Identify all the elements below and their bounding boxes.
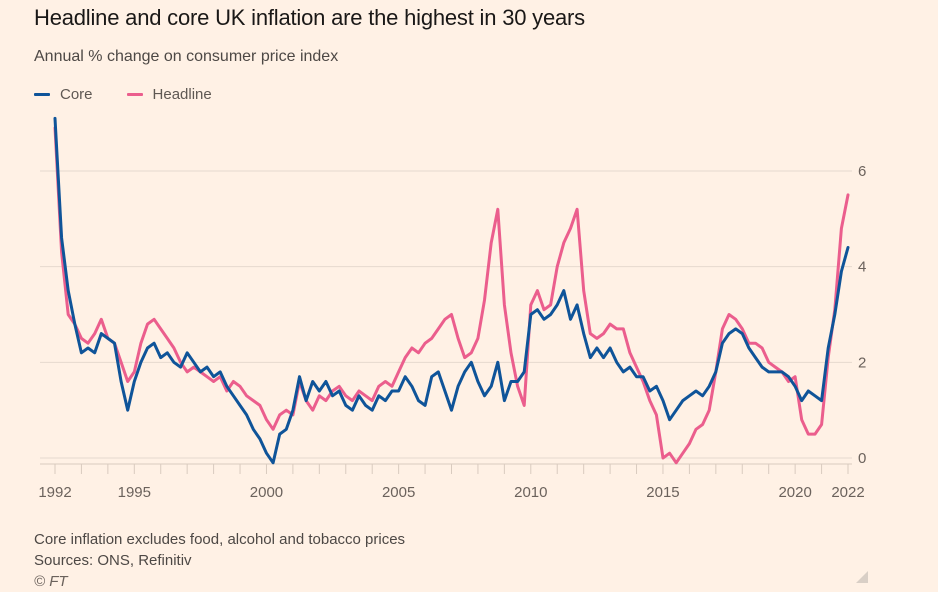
chart-subtitle: Annual % change on consumer price index bbox=[34, 48, 339, 65]
legend-label-core: Core bbox=[60, 86, 93, 103]
sources: Sources: ONS, Refinitiv bbox=[34, 552, 192, 569]
legend-item-headline: Headline bbox=[126, 86, 212, 103]
x-tick-label: 2010 bbox=[514, 484, 547, 501]
x-tick-label: 1995 bbox=[118, 484, 151, 501]
legend-swatch-headline bbox=[126, 93, 143, 96]
x-tick-label: 2020 bbox=[778, 484, 811, 501]
x-tick-label: 1992 bbox=[38, 484, 71, 501]
legend-item-core: Core bbox=[34, 86, 93, 103]
footnote: Core inflation excludes food, alcohol an… bbox=[34, 531, 406, 548]
legend-label-headline: Headline bbox=[152, 86, 212, 103]
y-tick-label: 0 bbox=[858, 450, 866, 467]
x-tick-label: 2000 bbox=[250, 484, 283, 501]
y-tick-label: 4 bbox=[858, 259, 866, 276]
x-tick-label: 2005 bbox=[382, 484, 415, 501]
resize-grip-icon[interactable] bbox=[856, 571, 868, 583]
legend-swatch-core bbox=[34, 93, 50, 96]
legend: Core Headline bbox=[34, 86, 212, 103]
copyright: © FT bbox=[34, 573, 68, 590]
series-line-core bbox=[53, 116, 850, 465]
x-tick-label: 2022 bbox=[831, 484, 864, 501]
chart-footer: Core inflation excludes food, alcohol an… bbox=[34, 529, 405, 592]
x-tick-label: 2015 bbox=[646, 484, 679, 501]
y-tick-label: 6 bbox=[858, 163, 866, 180]
chart-title: Headline and core UK inflation are the h… bbox=[34, 5, 585, 30]
series-line-headline bbox=[53, 126, 850, 465]
y-tick-label: 2 bbox=[858, 354, 866, 371]
